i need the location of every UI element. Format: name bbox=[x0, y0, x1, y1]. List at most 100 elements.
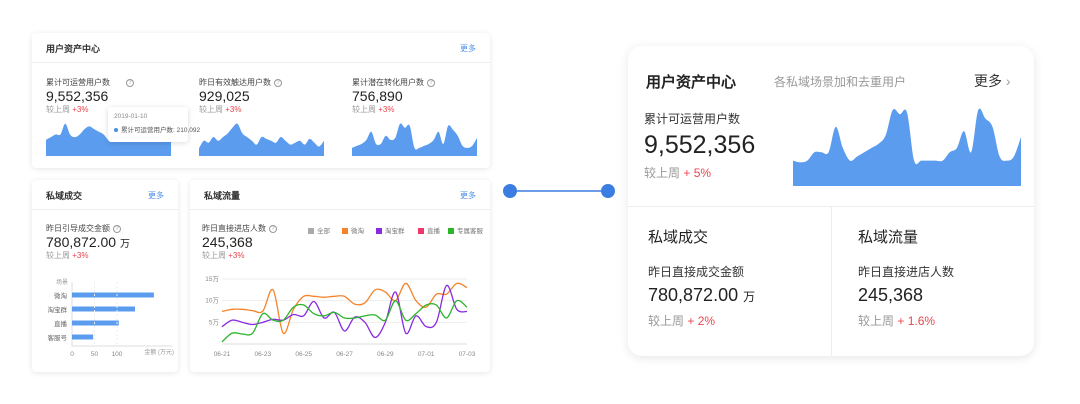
legend-label: 淘宝群 bbox=[385, 228, 405, 235]
change-value: +3% bbox=[72, 105, 89, 114]
line-series[interactable] bbox=[221, 299, 468, 343]
metric-label: 累计潜在转化用户数 bbox=[352, 78, 424, 87]
tooltip-date: 2019-01-10 bbox=[114, 113, 148, 120]
y-tick-label: 5万 bbox=[209, 318, 220, 326]
legend-item[interactable]: 直播 bbox=[418, 225, 440, 235]
connector-dot-right bbox=[601, 184, 615, 198]
card-header: 用户资产中心 更多 bbox=[32, 33, 490, 63]
change-value: + 5% bbox=[683, 166, 712, 180]
help-icon[interactable]: ? bbox=[113, 224, 121, 233]
bar[interactable] bbox=[72, 320, 119, 326]
area-series bbox=[199, 123, 324, 156]
legend-item[interactable]: 微淘 bbox=[342, 225, 364, 235]
metric-label: 昨日有效触达用户数 bbox=[199, 78, 271, 87]
metric-value: 9,552,356 bbox=[644, 131, 756, 159]
zoomed-summary-card: 用户资产中心 各私域场景加和去重用户 更多 › 累计可运营用户数 9,552,3… bbox=[628, 46, 1034, 356]
change-prefix: 较上周 bbox=[46, 105, 70, 114]
help-icon[interactable]: ? bbox=[126, 78, 134, 87]
chevron-right-icon: › bbox=[1005, 73, 1011, 89]
legend-item[interactable]: 专属客服 bbox=[448, 225, 483, 235]
card-title: 私域成交 bbox=[46, 191, 83, 201]
bar-category-label: 淘宝群 bbox=[48, 305, 68, 314]
change-prefix: 较上周 bbox=[202, 251, 226, 260]
x-tick-label: 100 bbox=[112, 351, 123, 358]
private-traffic-card: 私域流量 更多 昨日直接进店人数? 245,368 较上周 +3% bbox=[190, 180, 490, 372]
legend-swatch-icon bbox=[448, 228, 454, 235]
legend-item[interactable]: 淘宝群 bbox=[376, 225, 405, 235]
change-prefix: 较上周 bbox=[199, 105, 223, 114]
legend-swatch-icon bbox=[418, 228, 424, 235]
legend-label: 全部 bbox=[317, 228, 330, 235]
y-axis-label: 场景 bbox=[56, 278, 68, 286]
line-series[interactable] bbox=[221, 284, 468, 339]
metric-unit: 万 bbox=[743, 290, 756, 304]
bar[interactable] bbox=[72, 306, 135, 312]
x-tick-label: 07-03 bbox=[459, 351, 476, 358]
metric-label: 昨日直接进店人数 bbox=[202, 224, 266, 233]
legend-label: 直播 bbox=[427, 228, 440, 235]
metric-label: 累计可运营用户数 bbox=[644, 112, 741, 126]
section-title: 私域流量 bbox=[858, 229, 919, 246]
tooltip-label: 累计可运营用户数: bbox=[121, 127, 175, 134]
line-series[interactable] bbox=[221, 282, 468, 334]
section-title: 私域成交 bbox=[648, 229, 709, 246]
card-title: 私域流量 bbox=[204, 191, 241, 201]
help-icon[interactable]: ? bbox=[274, 78, 282, 87]
bar-category-label: 直播 bbox=[54, 319, 68, 328]
metric-value: 929,025 bbox=[199, 88, 250, 104]
private-deal-card: 私域成交 更多 昨日引导成交金额? 780,872.00 万 较上周 +3% bbox=[32, 180, 178, 372]
more-link[interactable]: 更多 › bbox=[974, 71, 1011, 91]
card-header: 私域成交 更多 bbox=[32, 180, 178, 210]
change-value: +3% bbox=[72, 251, 89, 260]
metric-value: 245,368 bbox=[202, 234, 253, 250]
bar-category-label: 微淘 bbox=[54, 291, 67, 300]
line-chart-traffic[interactable]: 5万 10万 15万 06-21 06-23 06-25 06-27 06-29 07-01 07… bbox=[190, 265, 490, 365]
metric-unit: 万 bbox=[119, 239, 130, 250]
bar[interactable] bbox=[72, 334, 94, 340]
bar[interactable] bbox=[72, 292, 154, 298]
more-link[interactable]: 更多 bbox=[460, 44, 476, 53]
area-series bbox=[352, 123, 477, 156]
legend-swatch-icon bbox=[308, 228, 314, 235]
metric-value: 9,552,356 bbox=[46, 88, 109, 104]
legend-swatch-icon bbox=[342, 228, 348, 235]
card-title: 用户资产中心 bbox=[646, 74, 737, 91]
legend-swatch-icon bbox=[376, 228, 382, 235]
change-value: +3% bbox=[225, 105, 242, 114]
x-tick-label: 06-29 bbox=[377, 351, 394, 358]
sparkline-reached-users[interactable] bbox=[199, 122, 324, 156]
x-tick-label: 06-23 bbox=[255, 351, 272, 358]
more-link[interactable]: 更多 bbox=[148, 191, 164, 200]
more-label: 更多 bbox=[974, 73, 1002, 89]
legend-item[interactable]: 全部 bbox=[308, 225, 330, 235]
sparkline-potential-users[interactable] bbox=[352, 122, 477, 156]
metric-label: 昨日直接进店人数 bbox=[858, 265, 955, 279]
sparkline-operable-users-large[interactable] bbox=[793, 106, 1021, 186]
change-value: +3% bbox=[228, 251, 245, 260]
x-axis-label: 金额 (万元) bbox=[144, 348, 174, 356]
card-subtitle: 各私域场景加和去重用户 bbox=[774, 75, 907, 89]
change-prefix: 较上周 bbox=[352, 105, 376, 114]
metric-value: 780,872.00 bbox=[648, 285, 739, 305]
help-icon[interactable]: ? bbox=[269, 224, 277, 233]
change-prefix: 较上周 bbox=[46, 251, 70, 260]
change-prefix: 较上周 bbox=[644, 166, 681, 180]
y-tick-label: 15万 bbox=[205, 275, 219, 283]
x-tick-label: 06-21 bbox=[214, 351, 231, 358]
card-header: 私域流量 更多 bbox=[190, 180, 490, 210]
metric-label: 昨日直接成交金额 bbox=[648, 265, 745, 279]
help-icon[interactable]: ? bbox=[427, 78, 435, 87]
connector bbox=[503, 184, 615, 198]
metric-value: 780,872.00 bbox=[46, 234, 117, 250]
legend-label: 微淘 bbox=[351, 228, 364, 235]
x-tick-label: 06-27 bbox=[336, 351, 353, 358]
series-dot-icon bbox=[114, 128, 118, 133]
connector-dot-left bbox=[503, 184, 517, 198]
metric-potential-users: 累计潜在转化用户数? 756,890 较上周 +3% bbox=[352, 77, 435, 115]
x-tick-label: 0 bbox=[70, 351, 74, 358]
metric-label: 昨日引导成交金额 bbox=[46, 224, 110, 233]
bar-category-label: 客服号 bbox=[48, 333, 68, 342]
more-link[interactable]: 更多 bbox=[460, 191, 476, 200]
change-value: + 2% bbox=[687, 314, 716, 328]
